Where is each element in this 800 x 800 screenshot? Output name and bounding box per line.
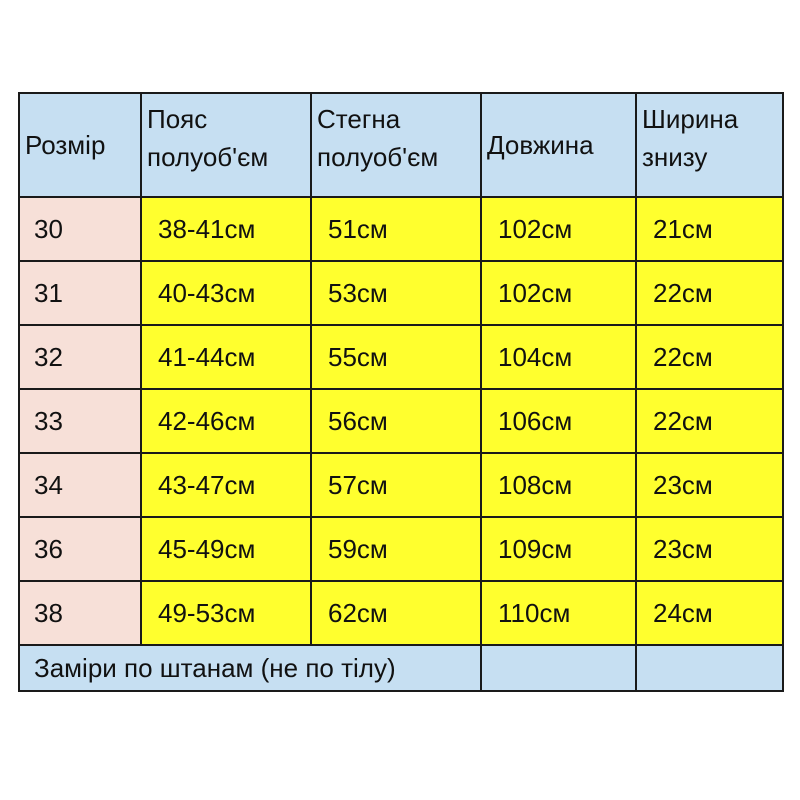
hips-cell: 53см — [310, 260, 482, 326]
waist-cell: 41-44см — [140, 324, 312, 390]
header-text: Пояс — [147, 104, 208, 134]
waist-cell: 45-49см — [140, 516, 312, 582]
hem-width-cell: 22см — [635, 388, 784, 454]
header-text: полуоб'єм — [147, 142, 269, 172]
size-cell: 38 — [18, 580, 142, 646]
header-text: знизу — [642, 142, 708, 172]
header-text: Ширина — [642, 104, 739, 134]
table-row: 38 49-53см 62см 110см 24см — [18, 580, 784, 646]
length-cell: 110см — [480, 580, 637, 646]
size-chart-table: Розмір Пояс полуоб'єм Стегна полуоб'єм Дов… — [18, 92, 784, 692]
hem-width-cell: 23см — [635, 452, 784, 518]
hips-cell: 56см — [310, 388, 482, 454]
footer-row: Заміри по штанам (не по тілу) — [18, 644, 784, 692]
header-length: Довжина — [480, 92, 637, 198]
table-row: 30 38-41см 51см 102см 21см — [18, 196, 784, 262]
header-text: Довжина — [487, 130, 594, 160]
size-cell: 30 — [18, 196, 142, 262]
length-cell: 108см — [480, 452, 637, 518]
hem-width-cell: 24см — [635, 580, 784, 646]
header-text: Розмір — [25, 130, 106, 160]
size-cell: 33 — [18, 388, 142, 454]
hips-cell: 51см — [310, 196, 482, 262]
waist-cell: 38-41см — [140, 196, 312, 262]
waist-cell: 42-46см — [140, 388, 312, 454]
header-row: Розмір Пояс полуоб'єм Стегна полуоб'єм Дов… — [18, 92, 784, 198]
table-row: 33 42-46см 56см 106см 22см — [18, 388, 784, 454]
header-hips: Стегна полуоб'єм — [310, 92, 482, 198]
size-cell: 32 — [18, 324, 142, 390]
length-cell: 109см — [480, 516, 637, 582]
size-cell: 34 — [18, 452, 142, 518]
footer-note: Заміри по штанам (не по тілу) — [18, 644, 482, 692]
hem-width-cell: 22см — [635, 260, 784, 326]
hips-cell: 62см — [310, 580, 482, 646]
hips-cell: 59см — [310, 516, 482, 582]
size-cell: 36 — [18, 516, 142, 582]
table-row: 32 41-44см 55см 104см 22см — [18, 324, 784, 390]
hem-width-cell: 23см — [635, 516, 784, 582]
hem-width-cell: 22см — [635, 324, 784, 390]
hem-width-cell: 21см — [635, 196, 784, 262]
hips-cell: 57см — [310, 452, 482, 518]
header-waist: Пояс полуоб'єм — [140, 92, 312, 198]
hips-cell: 55см — [310, 324, 482, 390]
waist-cell: 40-43см — [140, 260, 312, 326]
table-row: 36 45-49см 59см 109см 23см — [18, 516, 784, 582]
waist-cell: 49-53см — [140, 580, 312, 646]
header-text: Стегна — [317, 104, 401, 134]
header-size: Розмір — [18, 92, 142, 198]
length-cell: 106см — [480, 388, 637, 454]
table-row: 31 40-43см 53см 102см 22см — [18, 260, 784, 326]
footer-empty-cell — [480, 644, 637, 692]
table-row: 34 43-47см 57см 108см 23см — [18, 452, 784, 518]
length-cell: 104см — [480, 324, 637, 390]
footer-empty-cell — [635, 644, 784, 692]
length-cell: 102см — [480, 196, 637, 262]
waist-cell: 43-47см — [140, 452, 312, 518]
size-cell: 31 — [18, 260, 142, 326]
header-hem-width: Ширина знизу — [635, 92, 784, 198]
header-text: полуоб'єм — [317, 142, 439, 172]
length-cell: 102см — [480, 260, 637, 326]
